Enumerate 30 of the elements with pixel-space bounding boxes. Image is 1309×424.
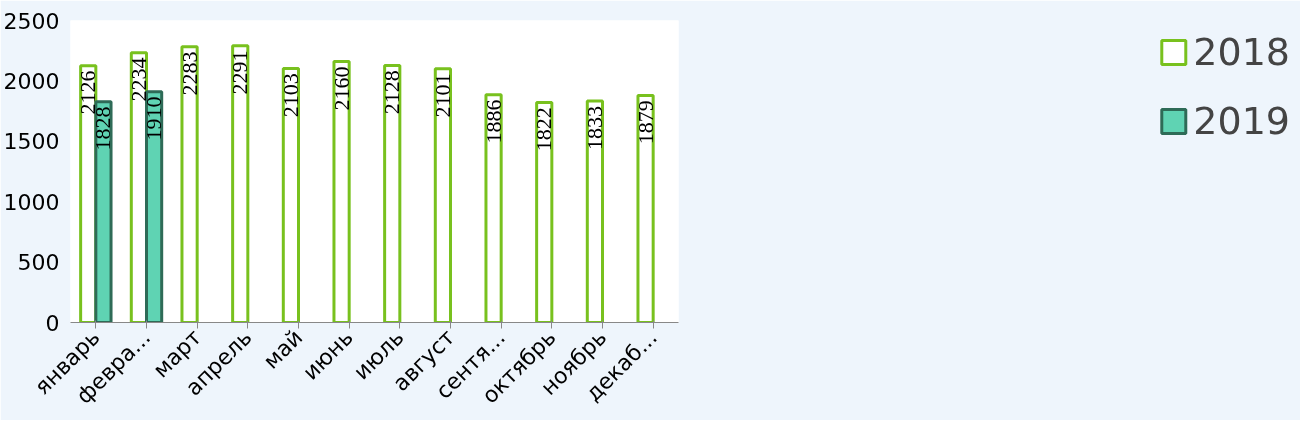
data-label: 1822	[531, 107, 557, 152]
bar	[636, 94, 655, 323]
y-tick-label: 1000	[3, 189, 60, 215]
data-label: 2283	[176, 51, 202, 96]
y-tick-label: 1500	[3, 129, 60, 155]
y-tick-label: 500	[17, 250, 60, 276]
data-label: 2128	[379, 70, 405, 115]
bar	[281, 66, 300, 323]
legend-label: 2019	[1193, 99, 1290, 143]
legend-label: 2018	[1193, 30, 1290, 74]
y-tick-label: 0	[45, 310, 60, 336]
y-tick-label: 2000	[3, 68, 60, 94]
bar	[585, 99, 604, 323]
data-label: 1833	[581, 105, 607, 150]
bar	[484, 93, 503, 323]
data-label: 1886	[480, 99, 506, 144]
bar	[535, 100, 554, 323]
bar	[231, 44, 250, 323]
data-label: 2160	[328, 66, 354, 111]
y-tick-label: 2500	[3, 8, 60, 34]
bar	[332, 60, 351, 323]
bar	[94, 100, 113, 323]
bar	[145, 90, 164, 323]
data-label: 2101	[429, 73, 455, 118]
bar	[383, 63, 402, 323]
data-label: 2291	[227, 50, 253, 95]
bar	[433, 67, 452, 323]
bar	[180, 45, 199, 323]
data-label: 2103	[277, 73, 303, 118]
data-label: 1879	[632, 100, 658, 145]
